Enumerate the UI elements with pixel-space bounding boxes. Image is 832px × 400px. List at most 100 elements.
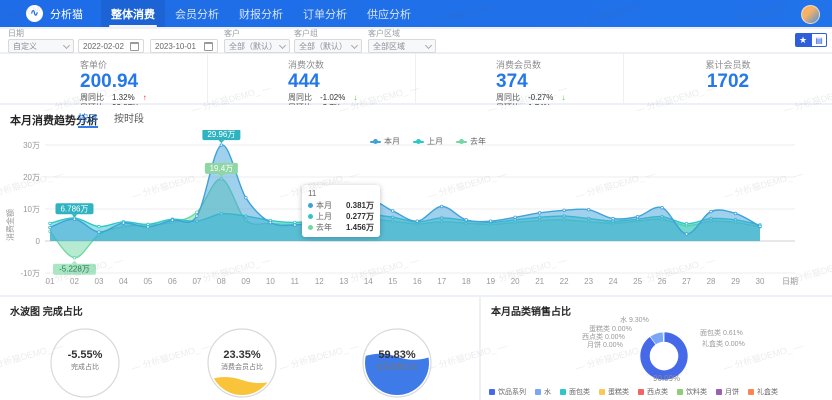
kpi-bar: 客单价200.94周同比1.32%↑日环比93.87%↑消费次数444周同比-1…: [0, 54, 832, 112]
mark-pointer: [71, 260, 78, 264]
trend-tab-1[interactable]: 按日: [78, 110, 98, 128]
pie-legend-label: 水: [544, 389, 551, 396]
x-tick-label: 21: [535, 277, 544, 286]
data-point: [121, 221, 126, 225]
legend-label: 本月: [384, 137, 400, 146]
gauge-text-2: 23.35% 消费会员占比: [202, 349, 282, 372]
trend-tab-2[interactable]: 按时段: [114, 114, 144, 125]
group-value: 全部（默认）: [299, 41, 347, 51]
data-point: [48, 221, 52, 226]
kpi-compare-value: -1.02%: [320, 93, 346, 102]
legend-square-icon: [677, 389, 683, 395]
legend-square-icon: [560, 389, 566, 395]
y-tick-label: 0: [36, 237, 41, 246]
data-point: [195, 214, 199, 218]
tooltip-title: 11: [308, 189, 317, 198]
data-point: [758, 224, 762, 228]
kpi-title: 消费会员数: [496, 60, 542, 70]
report-button[interactable]: ▤: [811, 33, 827, 47]
legend-square-icon: [535, 389, 541, 395]
data-point: [146, 225, 150, 229]
x-tick-label: 11: [291, 277, 300, 286]
tooltip-series-value: 0.381万: [345, 201, 374, 210]
nav-tab-3[interactable]: 财报分析: [239, 8, 283, 21]
x-tick-label: 05: [143, 277, 152, 286]
pie-legend-item-蛋糕类[interactable]: 蛋糕类: [599, 387, 629, 397]
mark-pointer: [218, 140, 225, 144]
kpi-title: 客单价: [80, 60, 108, 70]
gauge-card: 水波图 完成占比 -5.55% 完成占比 23.35% 消费会员占比 59.83% 会员消…: [0, 297, 479, 400]
mark-pointer: [71, 214, 78, 218]
navbar: ∿ 分析猫 整体消费 会员分析 财报分析 订单分析 供应分析: [0, 0, 832, 27]
x-tick-label: 10: [266, 277, 275, 286]
mark-label: 19.4万: [210, 164, 234, 173]
nav-tab-2[interactable]: 会员分析: [175, 8, 219, 21]
customer-group-select[interactable]: 全部（默认）: [294, 39, 362, 53]
tooltip-series-name: 上月: [316, 212, 332, 221]
x-tick-label: 06: [168, 277, 177, 286]
pie-callout: 面包类 0.61%: [700, 330, 743, 337]
report-grid-icon: ▤: [815, 35, 823, 45]
data-point: [244, 196, 248, 200]
pie-legend-item-月饼[interactable]: 月饼: [716, 387, 739, 397]
chevron-down-icon: [62, 41, 71, 49]
data-point: [660, 206, 664, 210]
pie-legend-item-礼盒类[interactable]: 礼盒类: [748, 387, 778, 397]
legend-item-上月[interactable]: 上月: [413, 136, 443, 147]
x-tick-label: 19: [486, 277, 495, 286]
data-point: [586, 207, 591, 212]
x-tick-label: 20: [511, 277, 520, 286]
pie-legend-item-饮料类[interactable]: 饮料类: [677, 387, 707, 397]
trend-section-title: 本月消费趋势分析: [10, 115, 98, 127]
avatar[interactable]: [801, 5, 820, 24]
favorite-button[interactable]: ★: [795, 33, 811, 47]
x-tick-label: 03: [95, 277, 104, 286]
chart-tooltip: 11 本月 0.381万 上月 0.277万 去年 1.456万: [302, 185, 380, 237]
gauge-circle: [50, 328, 120, 398]
date-preset-select[interactable]: 自定义: [8, 39, 74, 53]
legend-line-marker: [370, 139, 381, 144]
data-point: [684, 232, 689, 236]
pie-legend-label: 饮品系列: [498, 389, 526, 396]
y-tick-label: -10万: [20, 269, 40, 278]
legend-item-本月[interactable]: 本月: [370, 136, 400, 147]
kpi-compare-label: 周同比: [288, 93, 312, 102]
start-date-input[interactable]: 2022-02-02: [78, 39, 144, 53]
pie-legend-item-面包类[interactable]: 面包类: [560, 387, 590, 397]
chevron-down-icon: [278, 41, 287, 49]
pie-legend-item-饮品系列[interactable]: 饮品系列: [489, 387, 526, 397]
group-filter-label: 客户组: [294, 29, 318, 38]
data-point: [440, 204, 444, 209]
legend-item-去年[interactable]: 去年: [456, 136, 486, 147]
end-date-input[interactable]: 2023-10-01: [150, 39, 218, 53]
mark-pointer: [218, 173, 225, 177]
logo-swirl-icon[interactable]: ∿: [26, 5, 43, 22]
pie-legend: 饮品系列 水 面包类 蛋糕类 西点类 饮料类 月饼 礼盒类: [489, 387, 778, 397]
liquid-gauge-2: [207, 328, 277, 398]
pie-legend-item-西点类[interactable]: 西点类: [638, 387, 668, 397]
tooltip-series-value: 1.456万: [345, 223, 374, 232]
legend-square-icon: [599, 389, 605, 395]
pie-legend-label: 蛋糕类: [608, 389, 629, 396]
x-tick-label: 13: [339, 277, 348, 286]
tooltip-series-dot: [308, 203, 313, 208]
nav-tab-4[interactable]: 订单分析: [303, 8, 347, 21]
gauge-text-3: 59.83% 会员消费占比: [357, 349, 437, 372]
nav-tab-1[interactable]: 整体消费: [101, 0, 165, 27]
data-point: [293, 223, 297, 227]
pie-legend-label: 月饼: [725, 389, 739, 396]
legend-square-icon: [638, 389, 644, 395]
nav-tab-5[interactable]: 供应分析: [367, 8, 411, 21]
pie-chart: [639, 331, 689, 381]
x-tick-label: 30: [756, 277, 765, 286]
arrow-down-icon: ↓: [353, 93, 358, 102]
x-tick-label: 02: [70, 277, 79, 286]
pie-legend-item-水[interactable]: 水: [535, 387, 551, 397]
customer-select[interactable]: 全部（默认）: [224, 39, 290, 53]
kpi-value: 374: [496, 71, 528, 92]
pie-card-title: 本月品类销售占比: [491, 307, 571, 318]
end-date-value: 2023-10-01: [155, 41, 196, 51]
pie-legend-label: 饮料类: [686, 389, 707, 396]
region-select[interactable]: 全部区域: [368, 39, 436, 53]
